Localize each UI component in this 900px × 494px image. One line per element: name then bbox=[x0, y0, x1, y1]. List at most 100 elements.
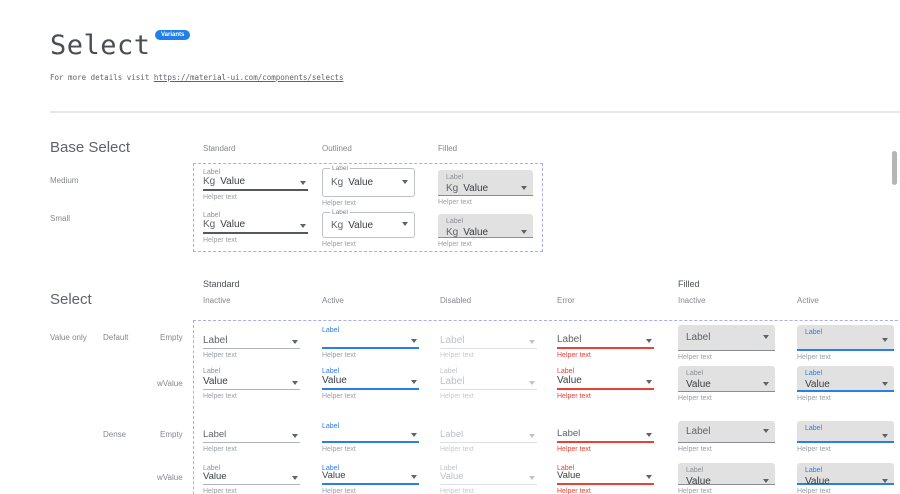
dropdown-arrow-icon bbox=[411, 339, 417, 343]
select-std-error-wvalue-dense[interactable]: Value bbox=[557, 470, 654, 485]
base-select-frame bbox=[193, 163, 543, 252]
field-label: Label bbox=[322, 423, 340, 430]
base-outlined-small-select[interactable]: Label Kg Value bbox=[322, 209, 415, 238]
vertical-scrollbar-thumb[interactable] bbox=[892, 151, 897, 185]
base-filled-small-select[interactable]: Label Kg Value bbox=[438, 214, 533, 238]
base-standard-medium-cell: Label Kg Value Helper text bbox=[203, 167, 308, 201]
dropdown-arrow-icon bbox=[292, 381, 298, 385]
field-label: Label bbox=[446, 218, 464, 225]
cell-std-disabled-wvalue-dense: Label Value Helper text bbox=[440, 463, 537, 494]
field-value: Value bbox=[557, 375, 582, 386]
helper-text: Helper text bbox=[678, 354, 712, 361]
dropdown-arrow-icon bbox=[411, 433, 417, 437]
page-title: Select bbox=[50, 30, 151, 61]
field-label: Label bbox=[330, 209, 350, 217]
helper-text: Helper text bbox=[322, 241, 356, 248]
field-value: Value bbox=[463, 227, 489, 238]
select-std-error-empty[interactable]: Label bbox=[557, 334, 654, 349]
select-std-error-wvalue[interactable]: Value bbox=[557, 375, 654, 390]
select-std-disabled-wvalue: Label bbox=[440, 376, 537, 390]
dropdown-arrow-icon bbox=[300, 224, 306, 228]
field-label: Label bbox=[440, 335, 465, 346]
select-heading: Select bbox=[50, 291, 92, 308]
select-std-active-empty[interactable] bbox=[322, 336, 419, 349]
select-filled-inactive-wvalue-dense[interactable]: Label Value bbox=[678, 463, 775, 487]
state-standard-active: Active bbox=[322, 296, 344, 305]
select-filled-inactive-empty[interactable]: Label bbox=[678, 325, 775, 351]
base-filled-medium-select[interactable]: Label Kg Value bbox=[438, 170, 533, 196]
base-outlined-medium-cell: Label Kg Value Helper text bbox=[322, 165, 415, 207]
state-standard-error: Error bbox=[557, 296, 575, 305]
helper-text: Helper text bbox=[678, 446, 712, 453]
cell-std-active-empty-dense: Label Helper text bbox=[322, 421, 419, 453]
base-outlined-medium-select[interactable]: Label Kg Value bbox=[322, 165, 415, 197]
field-label: Label bbox=[440, 465, 458, 472]
base-row-medium: Medium bbox=[50, 176, 79, 185]
field-label: Label bbox=[686, 426, 711, 437]
select-std-inactive-empty-dense[interactable]: Label bbox=[203, 429, 300, 443]
field-label: Label bbox=[686, 332, 711, 343]
select-filled-inactive-wvalue[interactable]: Label Value bbox=[678, 366, 775, 392]
field-label: Label bbox=[557, 334, 582, 345]
helper-text: Helper text bbox=[797, 354, 831, 361]
select-std-inactive-wvalue[interactable]: Value bbox=[203, 376, 300, 390]
helper-text: Helper text bbox=[203, 237, 237, 244]
dropdown-arrow-icon bbox=[646, 339, 652, 343]
field-label: Label bbox=[557, 465, 575, 472]
dropdown-arrow-icon bbox=[763, 334, 769, 339]
base-standard-medium-select[interactable]: Kg Value bbox=[203, 176, 308, 191]
select-filled-active-wvalue-dense[interactable]: Label Value bbox=[797, 463, 894, 487]
field-label: Label bbox=[322, 465, 340, 472]
dropdown-arrow-icon bbox=[402, 222, 408, 226]
row-default: Default bbox=[103, 333, 129, 342]
adornment-kg: Kg bbox=[331, 219, 344, 231]
dropdown-arrow-icon bbox=[646, 433, 652, 437]
state-standard-disabled: Disabled bbox=[440, 296, 472, 305]
cell-std-active-wvalue: Label Value Helper text bbox=[322, 366, 419, 400]
base-standard-small-cell: Label Kg Value Helper text bbox=[203, 210, 308, 244]
base-col-outlined: Outlined bbox=[322, 144, 352, 153]
dropdown-arrow-icon bbox=[292, 434, 298, 438]
select-filled-active-empty-dense[interactable]: Label bbox=[797, 421, 894, 443]
adornment-kg: Kg bbox=[446, 183, 459, 194]
field-label: Label bbox=[805, 467, 823, 474]
field-label: Label bbox=[686, 370, 704, 377]
select-std-active-wvalue-dense[interactable]: Value bbox=[322, 470, 419, 485]
helper-text: Helper text bbox=[557, 446, 591, 453]
select-std-error-empty-dense[interactable]: Label bbox=[557, 428, 654, 443]
select-filled-inactive-empty-dense[interactable]: Label bbox=[678, 421, 775, 443]
state-filled-active: Active bbox=[797, 296, 819, 305]
dropdown-arrow-icon bbox=[292, 476, 298, 480]
select-std-active-empty-dense[interactable] bbox=[322, 432, 419, 443]
base-standard-small-select[interactable]: Kg Value bbox=[203, 219, 308, 234]
dropdown-arrow-icon bbox=[300, 181, 306, 185]
row-value-only: Value only bbox=[50, 333, 87, 342]
helper-text: Helper text bbox=[440, 446, 474, 453]
state-standard-inactive: Inactive bbox=[203, 296, 231, 305]
subtitle: For more details visit https://material-… bbox=[50, 73, 344, 82]
select-std-active-wvalue[interactable]: Value bbox=[322, 375, 419, 390]
select-std-inactive-wvalue-dense[interactable]: Value bbox=[203, 471, 300, 485]
select-std-inactive-empty[interactable]: Label bbox=[203, 335, 300, 349]
helper-text: Helper text bbox=[203, 393, 237, 400]
helper-text: Helper text bbox=[557, 393, 591, 400]
field-value: Value bbox=[220, 176, 246, 187]
cell-std-inactive-wvalue: Label Value Helper text bbox=[203, 366, 300, 400]
select-filled-active-wvalue[interactable]: Label Value bbox=[797, 366, 894, 392]
field-value: Value bbox=[203, 471, 227, 482]
base-col-standard: Standard bbox=[203, 144, 236, 153]
adornment-kg: Kg bbox=[446, 227, 459, 238]
helper-text: Helper text bbox=[440, 352, 474, 359]
select-filled-active-empty[interactable]: Label bbox=[797, 325, 894, 351]
cell-filled-inactive-empty: Label Helper text bbox=[678, 325, 775, 361]
field-value: Label bbox=[440, 376, 465, 387]
helper-text: Helper text bbox=[557, 352, 591, 359]
helper-text: Helper text bbox=[440, 488, 474, 494]
helper-text: Helper text bbox=[438, 199, 472, 206]
cell-std-active-empty: Label Helper text bbox=[322, 325, 419, 359]
dropdown-arrow-icon bbox=[292, 340, 298, 344]
material-ui-link[interactable]: https://material-ui.com/components/selec… bbox=[153, 73, 344, 82]
dropdown-arrow-icon bbox=[882, 338, 888, 342]
dropdown-arrow-icon bbox=[529, 381, 535, 385]
adornment-kg: Kg bbox=[331, 177, 344, 188]
